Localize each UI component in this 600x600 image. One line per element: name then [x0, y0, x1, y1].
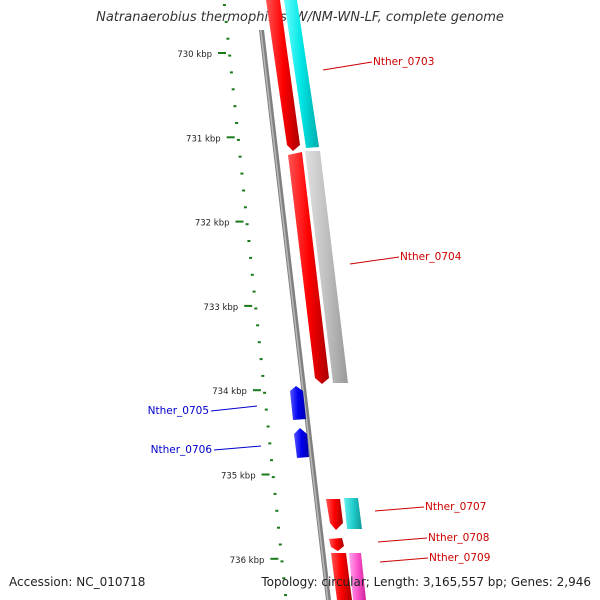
- ruler-dot: [278, 543, 282, 546]
- ruler-dot: [282, 577, 286, 580]
- gene-nther-0709[interactable]: [331, 553, 352, 600]
- ruler-dot: [242, 189, 246, 192]
- ruler-dot: [228, 54, 232, 57]
- ruler-dot: [284, 594, 287, 597]
- ruler-dot: [231, 88, 235, 91]
- ruler-tick: [226, 136, 235, 139]
- ruler-dot: [243, 206, 247, 209]
- ruler-tick-label: 731 kbp: [186, 134, 221, 144]
- ruler-tick-label: 736 kbp: [230, 556, 265, 566]
- ruler-dot: [275, 509, 279, 512]
- category-block-pink: [349, 553, 366, 600]
- gene-nther-0705[interactable]: [290, 386, 306, 420]
- ruler-dot: [277, 526, 280, 529]
- ruler-tick-label: 733 kbp: [204, 303, 239, 313]
- gene-label[interactable]: Nther_0709: [429, 552, 490, 564]
- gene-label[interactable]: Nther_0705: [148, 405, 209, 417]
- ruler-dot: [238, 155, 242, 158]
- ruler-tick: [244, 304, 253, 307]
- ruler-dot: [270, 459, 273, 462]
- ruler-tick: [235, 220, 244, 223]
- gene-nther-0706[interactable]: [294, 428, 309, 458]
- ruler-tick-label: 735 kbp: [221, 472, 256, 482]
- ruler-tick: [261, 473, 270, 476]
- ruler-tick: [252, 389, 261, 392]
- ruler-tick: [270, 557, 279, 560]
- ruler-dot: [229, 71, 233, 74]
- ruler-tick-label: 730 kbp: [177, 50, 212, 60]
- ruler-dot: [257, 341, 261, 344]
- ruler-dot: [252, 290, 256, 293]
- category-block-teal: [344, 498, 362, 529]
- ruler-dot: [226, 37, 230, 40]
- ruler-dot: [261, 374, 265, 377]
- ruler-dot: [224, 20, 228, 23]
- ruler-dot: [271, 476, 275, 479]
- ruler-tick: [218, 52, 226, 54]
- ruler-dot: [233, 105, 237, 108]
- genome-backbone-highlight: [260, 30, 329, 600]
- gene-label[interactable]: Nther_0703: [373, 56, 434, 68]
- ruler-dot: [254, 307, 258, 310]
- ruler-dots: [222, 4, 287, 597]
- ruler-dot: [245, 223, 249, 226]
- gene-nther-0708[interactable]: [329, 538, 344, 551]
- ruler-dot: [236, 138, 240, 141]
- ruler-ticks: 730 kbp 731 kbp 732 kbp 733 kbp 734 kbp 735 k…: [177, 50, 279, 566]
- ruler-dot: [250, 273, 254, 276]
- accession-label: Accession: NC_010718: [9, 575, 146, 589]
- ruler-dot: [264, 408, 268, 411]
- ruler-dot: [263, 391, 267, 394]
- category-block-gray: [305, 151, 348, 383]
- gene-label[interactable]: Nther_0704: [400, 251, 462, 263]
- ruler-dot: [247, 240, 251, 242]
- ruler-dot: [280, 560, 284, 563]
- map-title: Natranaerobius thermophilus JW/NM-WN-LF,…: [96, 10, 504, 25]
- gene-label[interactable]: Nther_0706: [151, 444, 213, 456]
- gene-nther-0703[interactable]: [266, 0, 300, 151]
- ruler-dot: [235, 122, 239, 124]
- gene-labels: Nther_0703 Nther_0704 Nther_0705 Nther_0…: [148, 56, 491, 564]
- ruler-tick-label: 732 kbp: [195, 219, 230, 229]
- ruler-dot: [273, 492, 277, 495]
- gene-leader-lines: [210, 61, 429, 563]
- ruler-dot: [259, 358, 263, 361]
- category-block-cyan: [284, 0, 319, 148]
- ruler-dot: [268, 442, 272, 445]
- ruler-dot: [222, 4, 226, 6]
- gene-label[interactable]: Nther_0707: [425, 501, 486, 513]
- ruler-dot: [249, 256, 253, 259]
- gene-nther-0704[interactable]: [288, 152, 329, 384]
- genome-summary: Topology: circular; Length: 3,165,557 bp…: [261, 575, 591, 589]
- ruler-dot: [266, 425, 270, 428]
- ruler-dot: [256, 324, 260, 327]
- gene-nther-0707[interactable]: [326, 499, 343, 530]
- ruler-tick-label: 734 kbp: [212, 387, 247, 397]
- gene-label[interactable]: Nther_0708: [428, 532, 489, 544]
- ruler-dot: [240, 172, 244, 175]
